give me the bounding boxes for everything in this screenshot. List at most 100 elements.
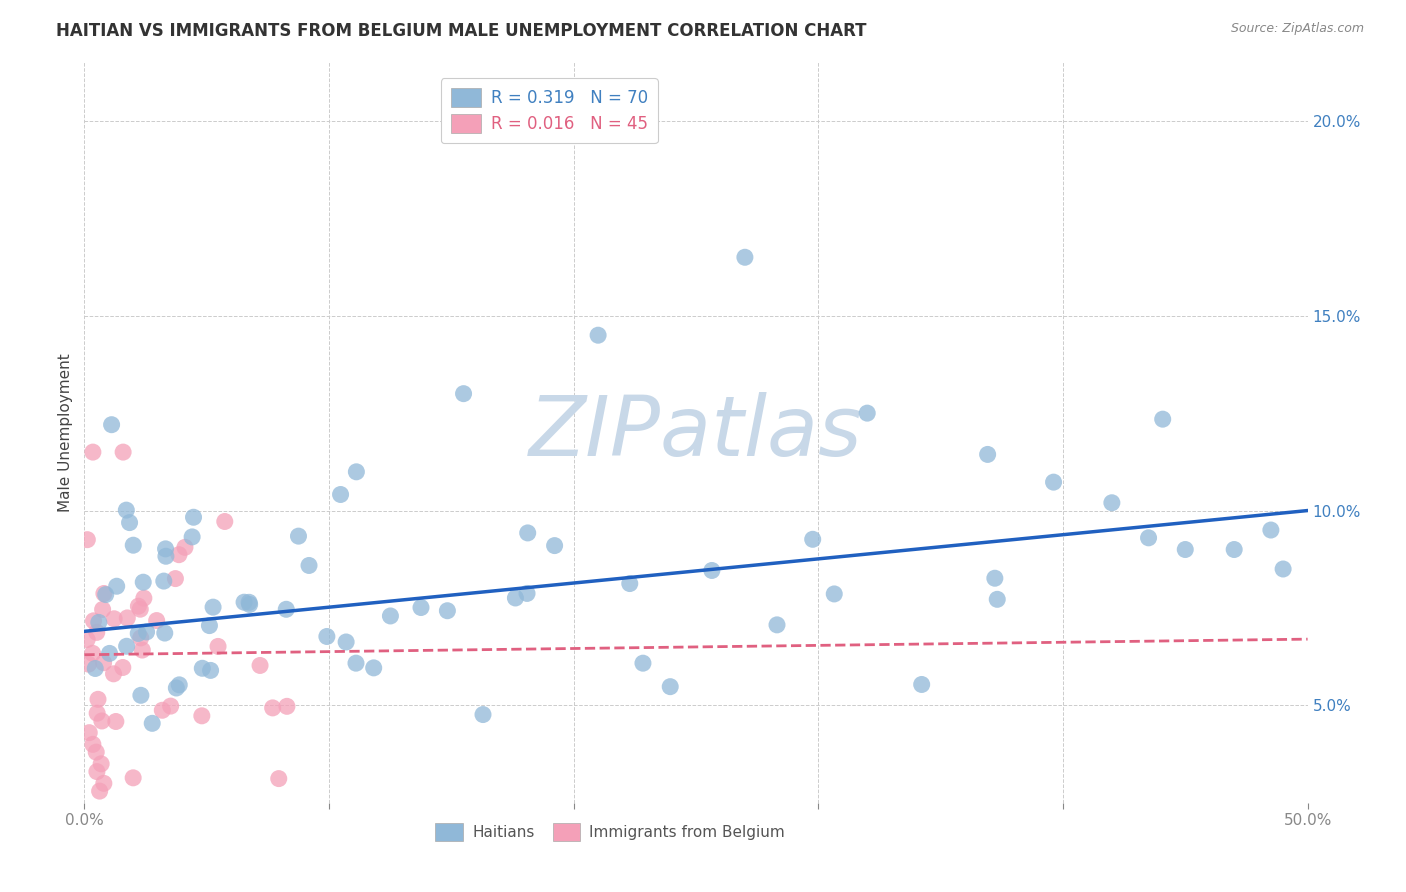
Point xyxy=(129,602,152,616)
Point xyxy=(911,677,934,691)
Point xyxy=(267,772,290,786)
Point xyxy=(141,716,163,731)
Point xyxy=(129,688,152,702)
Point xyxy=(984,571,1007,585)
Point xyxy=(1272,562,1295,576)
Point xyxy=(986,592,1008,607)
Point xyxy=(118,516,141,530)
Point xyxy=(145,614,167,628)
Point xyxy=(82,445,104,459)
Point xyxy=(856,406,879,420)
Point xyxy=(87,615,110,630)
Point xyxy=(76,632,98,647)
Point xyxy=(1260,523,1282,537)
Point xyxy=(287,529,309,543)
Point xyxy=(94,588,117,602)
Point xyxy=(586,328,609,343)
Point xyxy=(127,599,149,614)
Point xyxy=(82,646,104,660)
Point xyxy=(409,600,432,615)
Point xyxy=(543,539,565,553)
Point xyxy=(619,576,641,591)
Point xyxy=(239,598,262,612)
Point xyxy=(165,681,187,695)
Text: Source: ZipAtlas.com: Source: ZipAtlas.com xyxy=(1230,22,1364,36)
Point xyxy=(472,707,495,722)
Point xyxy=(262,701,284,715)
Point xyxy=(93,586,115,600)
Point xyxy=(84,745,107,759)
Point xyxy=(86,764,108,779)
Point xyxy=(191,708,214,723)
Point xyxy=(153,626,176,640)
Point xyxy=(238,595,260,609)
Point xyxy=(453,386,475,401)
Point xyxy=(200,664,222,678)
Point xyxy=(76,533,98,547)
Point xyxy=(103,666,125,681)
Point xyxy=(90,756,112,771)
Point xyxy=(159,699,181,714)
Point xyxy=(766,618,789,632)
Point xyxy=(801,533,824,547)
Point xyxy=(174,541,197,555)
Point xyxy=(122,538,145,552)
Point xyxy=(135,624,157,639)
Point xyxy=(516,586,538,600)
Point xyxy=(181,530,204,544)
Point xyxy=(344,656,367,670)
Point xyxy=(103,612,125,626)
Point xyxy=(82,737,104,751)
Point xyxy=(89,784,111,798)
Point xyxy=(104,714,127,729)
Point xyxy=(115,640,138,654)
Point xyxy=(115,503,138,517)
Point xyxy=(167,548,190,562)
Point xyxy=(91,602,114,616)
Point xyxy=(152,574,174,588)
Legend: Haitians, Immigrants from Belgium: Haitians, Immigrants from Belgium xyxy=(429,817,792,847)
Point xyxy=(298,558,321,573)
Text: HAITIAN VS IMMIGRANTS FROM BELGIUM MALE UNEMPLOYMENT CORRELATION CHART: HAITIAN VS IMMIGRANTS FROM BELGIUM MALE … xyxy=(56,22,866,40)
Point xyxy=(202,600,225,615)
Point xyxy=(127,626,149,640)
Point xyxy=(344,465,367,479)
Point xyxy=(83,614,105,628)
Point xyxy=(505,591,527,605)
Point xyxy=(93,776,115,790)
Point xyxy=(165,572,187,586)
Point xyxy=(380,609,402,624)
Point xyxy=(276,699,298,714)
Point xyxy=(129,631,152,645)
Point xyxy=(100,417,122,432)
Point xyxy=(1042,475,1064,490)
Point xyxy=(1174,542,1197,557)
Point xyxy=(117,611,139,625)
Point xyxy=(436,604,458,618)
Point xyxy=(823,587,845,601)
Point xyxy=(1223,542,1246,557)
Point xyxy=(84,661,107,675)
Point xyxy=(131,643,153,657)
Point xyxy=(112,445,135,459)
Point xyxy=(976,447,998,461)
Point xyxy=(1137,531,1160,545)
Point xyxy=(631,656,654,670)
Point xyxy=(90,714,112,728)
Point xyxy=(167,678,190,692)
Point xyxy=(249,658,271,673)
Point xyxy=(1152,412,1174,426)
Point xyxy=(363,661,385,675)
Point xyxy=(98,647,121,661)
Point xyxy=(329,487,352,501)
Point xyxy=(105,579,128,593)
Point xyxy=(111,660,134,674)
Point xyxy=(734,250,756,264)
Point xyxy=(315,630,337,644)
Point xyxy=(183,510,205,524)
Point xyxy=(659,680,682,694)
Point xyxy=(150,703,173,717)
Point xyxy=(122,771,145,785)
Point xyxy=(155,549,177,564)
Point xyxy=(516,525,538,540)
